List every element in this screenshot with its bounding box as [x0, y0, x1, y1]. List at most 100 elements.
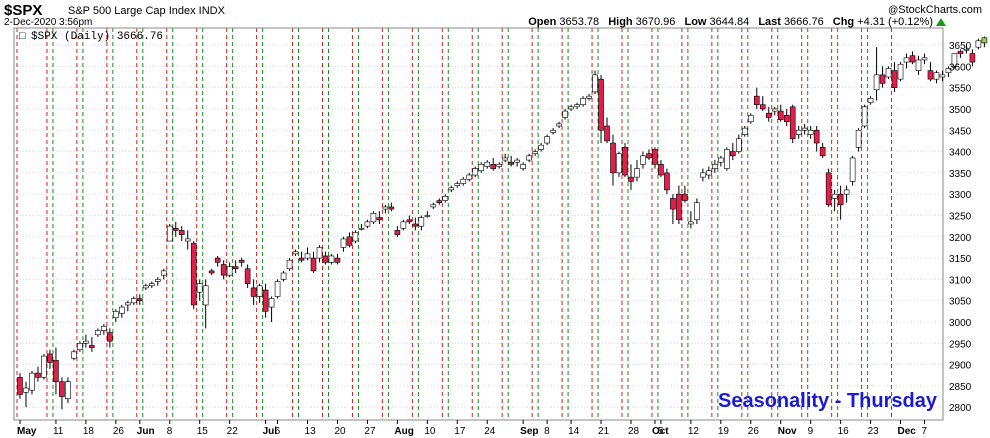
copyright-icon: @: [888, 5, 899, 16]
x-tick-label: 17: [454, 426, 466, 437]
candle: [568, 104, 574, 112]
candle: [706, 166, 712, 180]
candle: [747, 113, 754, 124]
candle: [634, 160, 640, 182]
candle-body: [538, 144, 544, 150]
y-tick-label: 2900: [949, 361, 972, 372]
candle-body: [747, 115, 754, 123]
candle-body: [652, 149, 658, 165]
candle: [652, 147, 658, 169]
stockcharts-credit[interactable]: @StockCharts.com: [888, 4, 982, 16]
candle: [700, 168, 706, 182]
y-tick-label: 3450: [949, 126, 972, 137]
candle-body: [849, 157, 856, 182]
candle: [807, 126, 814, 139]
x-tick-label: 18: [83, 426, 95, 437]
candle-body: [250, 287, 257, 297]
candle-body: [759, 104, 766, 110]
quote-summary: Open 3653.78 High 3670.96 Low 3644.84 Last 3…: [522, 16, 933, 28]
candle: [897, 62, 904, 82]
candle-body: [718, 157, 724, 163]
x-tick-label: 19: [718, 426, 730, 437]
candle: [101, 324, 107, 335]
candle: [526, 153, 532, 163]
x-tick-label: May: [17, 426, 37, 437]
candle: [867, 96, 874, 105]
candle-body: [406, 219, 413, 223]
x-tick-label: 26: [748, 426, 760, 437]
candle-body: [466, 174, 473, 180]
candle-body: [190, 242, 197, 306]
candle: [640, 151, 646, 169]
candle: [107, 328, 113, 348]
candle-body: [885, 68, 892, 78]
candle: [682, 185, 688, 203]
candle-body: [580, 98, 586, 105]
candle-body: [472, 168, 479, 176]
candle: [454, 181, 461, 188]
candle-body: [741, 127, 748, 135]
candle: [604, 117, 610, 144]
candle-body: [298, 257, 305, 261]
y-tick-label: 3200: [949, 233, 972, 244]
chg-label: Chg: [832, 16, 855, 28]
y-tick-label: 3650: [949, 41, 972, 52]
candle-body: [154, 279, 161, 282]
candle: [741, 126, 748, 137]
candle: [646, 149, 652, 161]
candle-body: [29, 372, 35, 391]
x-tick-label: 28: [628, 426, 640, 437]
candle: [89, 336, 95, 352]
candle: [969, 49, 976, 67]
candle: [879, 66, 886, 88]
x-tick-label: 24: [484, 426, 496, 437]
x-tick-label: 12: [688, 426, 700, 437]
x-tick-label: Jun: [137, 426, 155, 437]
legend-text: $SPX (Daily) 3666.76: [31, 31, 163, 43]
candle-body: [304, 253, 311, 259]
candle-body: [17, 377, 23, 395]
candle: [71, 349, 77, 361]
candle-body: [616, 153, 622, 174]
candle-body: [137, 298, 143, 301]
candle-body: [220, 264, 227, 276]
price-grid: [14, 44, 943, 408]
candle-body: [418, 217, 425, 227]
candle: [771, 106, 778, 116]
candle-body: [514, 159, 520, 163]
candle: [616, 151, 622, 178]
high-label: High: [608, 16, 633, 28]
symbol-description: S&P 500 Large Cap Index INDX: [68, 5, 225, 17]
candle-body: [897, 63, 904, 80]
candle-body: [113, 311, 119, 319]
candle: [304, 247, 311, 261]
candle: [975, 38, 982, 50]
candle-body: [424, 215, 431, 217]
candle-body: [903, 57, 910, 63]
candle: [825, 168, 832, 207]
candle-body: [436, 200, 443, 203]
x-tick-label: 7: [921, 426, 927, 437]
candle: [628, 164, 634, 190]
candle: [190, 241, 197, 310]
y-tick-label: 2950: [949, 339, 972, 350]
plot-frame: [13, 27, 944, 421]
candle: [286, 258, 293, 271]
candle: [328, 253, 335, 265]
candle: [95, 328, 101, 337]
candle: [813, 126, 820, 152]
candle-body: [735, 138, 742, 152]
candle: [226, 262, 233, 278]
candle: [939, 70, 946, 82]
candle-body: [634, 168, 640, 178]
candle: [861, 104, 868, 129]
candle: [831, 189, 838, 212]
candle-body: [753, 95, 760, 105]
candle: [53, 347, 59, 395]
candle-body: [957, 51, 964, 54]
candle-body: [388, 206, 395, 210]
x-tick-label: 27: [364, 426, 376, 437]
candle: [17, 373, 23, 399]
x-tick-label: 23: [868, 426, 880, 437]
candle: [676, 185, 682, 224]
